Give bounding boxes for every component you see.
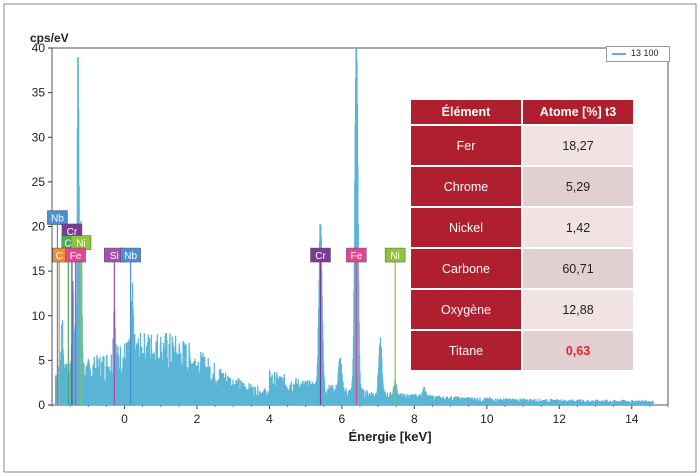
x-tick-label: 8 [411,412,418,426]
y-tick-label: 15 [32,264,46,278]
element-marker-label: Si [110,251,119,262]
spectrum-series [54,48,654,405]
element-marker-label: Fe [351,251,363,262]
y-tick-label: 20 [32,220,46,234]
table-header-row: Élément Atome [%] t3 [411,100,633,124]
atom-percent: 18,27 [523,126,633,165]
y-tick-label: 35 [32,86,46,100]
y-tick-label: 25 [32,175,46,189]
table-row: Titane 0,63 [411,331,633,370]
element-marker-box [310,247,331,263]
y-tick-label: 30 [32,130,46,144]
element-marker-label: Nb [51,214,64,225]
element-marker-box [384,247,406,263]
element-name: Oxygène [411,290,521,329]
element-marker-box [47,210,68,225]
y-tick-label: 40 [32,41,46,55]
table-row: Fer 18,27 [411,126,633,165]
element-marker-box [346,247,367,263]
legend: 13 100 [606,46,670,62]
element-marker-label: Fe [70,251,82,262]
table-row: Chrome 5,29 [411,167,633,206]
element-marker-box [65,247,86,263]
atom-percent: 12,88 [523,290,633,329]
y-tick-label: 10 [32,309,46,323]
x-tick-label: 4 [266,412,273,426]
header-element: Élément [411,100,521,124]
x-tick-label: 12 [553,412,567,426]
element-name: Titane [411,331,521,370]
atom-percent: 60,71 [523,249,633,288]
y-axis-label: cps/eV [30,31,69,45]
element-marker-label: Cr [67,227,78,238]
element-marker-label: Nb [124,251,137,262]
composition-table: Élément Atome [%] t3 Fer 18,27 Chrome 5,… [409,98,635,372]
y-tick-label: 0 [38,398,45,412]
element-marker-box [120,247,141,263]
table-row: Oxygène 12,88 [411,290,633,329]
element-name: Fer [411,126,521,165]
legend-label: 13 100 [631,48,659,58]
element-name: Nickel [411,208,521,247]
element-marker-label: C [56,251,63,262]
legend-swatch [612,53,626,55]
x-tick-label: 0 [121,412,128,426]
table-row: Carbone 60,71 [411,249,633,288]
element-name: Chrome [411,167,521,206]
x-axis-label: Énergie [keV] [348,429,431,444]
page-border [3,3,697,473]
element-marker-label: Cr [315,251,326,262]
header-atom-percent: Atome [%] t3 [523,100,633,124]
element-marker-label: O [64,239,72,250]
element-marker-label: Ni [390,251,399,262]
element-name: Carbone [411,249,521,288]
table-row: Nickel 1,42 [411,208,633,247]
atom-percent-highlight: 0,63 [523,331,633,370]
atom-percent: 1,42 [523,208,633,247]
y-tick-label: 5 [38,353,45,367]
x-tick-label: 14 [625,412,639,426]
x-tick-label: 2 [194,412,201,426]
element-marker-label: Ni [76,239,85,250]
x-tick-label: 6 [339,412,346,426]
atom-percent: 5,29 [523,167,633,206]
x-tick-label: 10 [480,412,494,426]
